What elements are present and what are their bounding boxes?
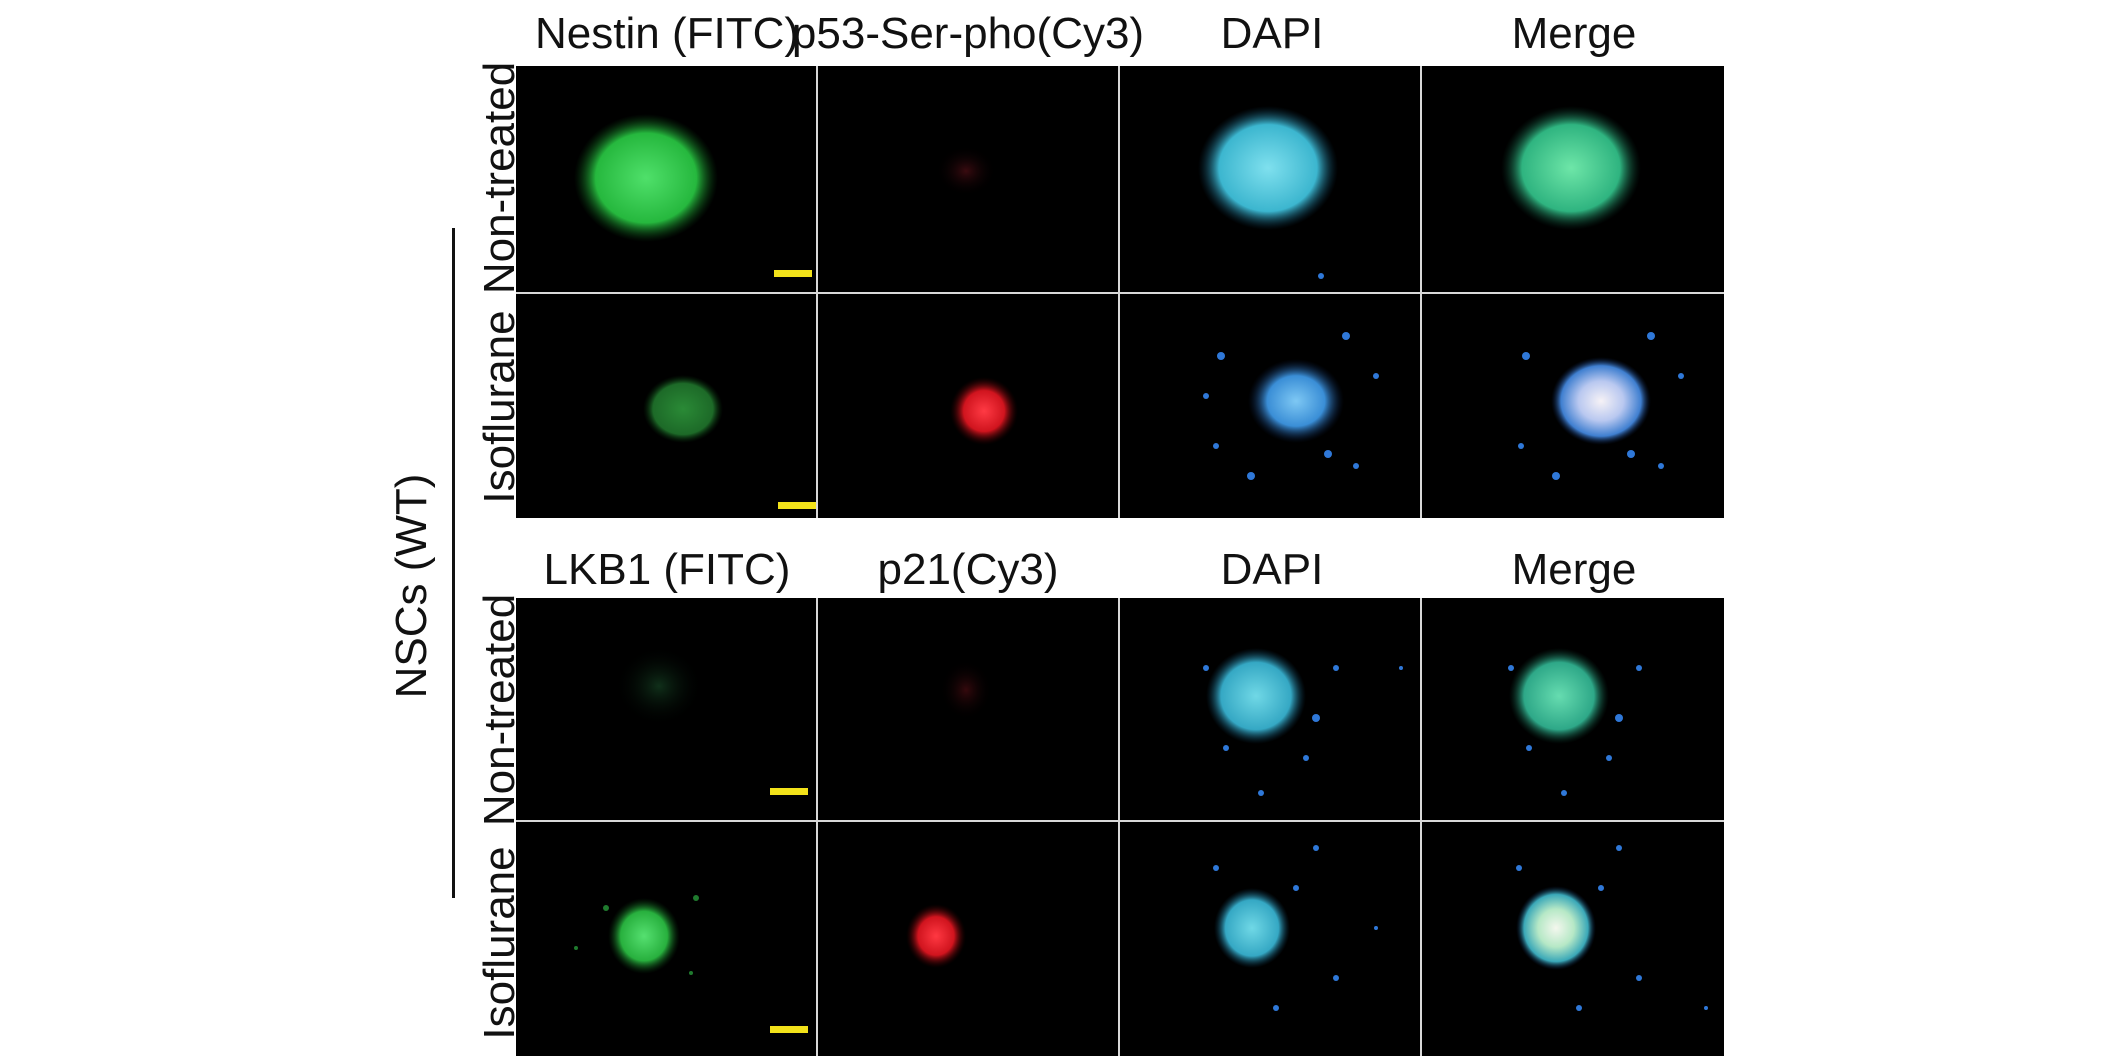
dapi-top-isoflurane-colony [1248, 359, 1344, 443]
bottom-image-grid [516, 598, 1724, 1056]
top-image-grid [516, 66, 1724, 518]
divider-v2-bottom [1118, 598, 1120, 1056]
p53-non-treated-signal [936, 146, 996, 196]
col-label-dapi-bottom: DAPI [1220, 545, 1324, 594]
p21-non-treated-signal [940, 660, 992, 720]
top-grid-images [574, 106, 1684, 509]
scale-bar-top-row2 [778, 502, 816, 509]
col-label-p21: p21(Cy3) [877, 545, 1059, 594]
group-label: NSCs (WT) [387, 473, 436, 699]
dapi-scattered-nuclei-top [1203, 273, 1684, 480]
col-label-nestin: Nestin (FITC) [535, 9, 799, 58]
merge-top-isoflurane-colony [1551, 357, 1651, 445]
group-bracket [452, 228, 455, 898]
col-label-lkb1: LKB1 (FITC) [543, 545, 791, 594]
nestin-non-treated-colony [574, 114, 718, 242]
divider-h-top [516, 292, 1724, 294]
col-label-p53: p53-Ser-pho(Cy3) [791, 9, 1145, 58]
scale-bar-bottom-row1 [770, 788, 808, 795]
divider-v3-bottom [1420, 598, 1422, 1056]
dapi-bottom-non-treated-colony [1206, 648, 1306, 744]
dapi-top-non-treated-colony [1198, 106, 1338, 230]
p21-isoflurane-signal [906, 904, 966, 968]
lkb1-non-treated-colony [615, 646, 703, 726]
lkb1-isoflurane-colony [608, 898, 680, 974]
scale-bar-top-row1 [774, 270, 812, 277]
lkb1-scattered-cells [574, 895, 699, 975]
divider-v1-bottom [816, 598, 818, 1056]
merge-bottom-isoflurane-colony [1516, 886, 1596, 970]
dapi-bottom-isoflurane-colony [1214, 888, 1290, 968]
merge-top-non-treated-colony [1501, 106, 1641, 230]
col-label-merge-top: Merge [1511, 9, 1637, 58]
col-label-dapi-top: DAPI [1220, 9, 1324, 58]
p53-isoflurane-signal [950, 377, 1018, 445]
merge-bottom-non-treated-colony [1509, 648, 1609, 744]
nestin-isoflurane-colony [643, 375, 723, 443]
dapi-scattered-nuclei-bottom [1203, 665, 1708, 1011]
divider-h-bottom [516, 820, 1724, 822]
col-label-merge-bottom: Merge [1511, 545, 1637, 594]
scale-bar-bottom-row2 [770, 1026, 808, 1033]
bottom-grid-images [574, 646, 1708, 1033]
